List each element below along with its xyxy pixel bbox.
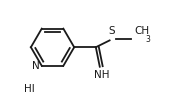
Text: NH: NH [94,70,110,80]
Text: 3: 3 [145,35,150,44]
Text: N: N [32,61,40,71]
Text: CH: CH [134,27,149,37]
Text: HI: HI [24,84,34,94]
Text: S: S [108,27,115,37]
